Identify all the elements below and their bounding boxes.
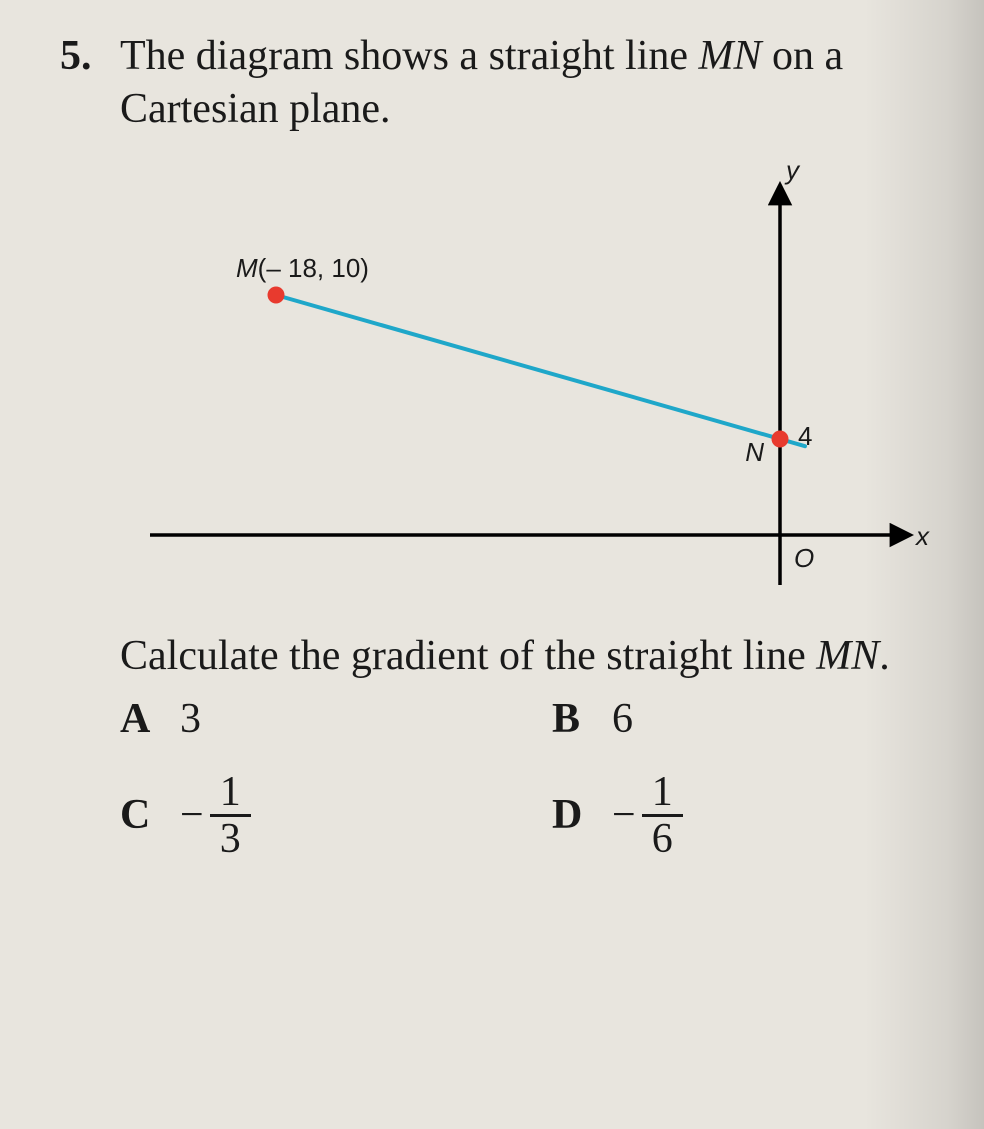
svg-text:O: O [794, 543, 814, 573]
question-prompt: Calculate the gradient of the straight l… [120, 630, 944, 683]
option-letter: A [120, 695, 180, 743]
option-b[interactable]: B 6 [552, 695, 944, 743]
svg-text:N: N [745, 437, 764, 467]
fraction-denominator: 3 [210, 817, 251, 860]
svg-text:4: 4 [798, 421, 812, 451]
svg-text:x: x [914, 521, 930, 551]
question-stem: The diagram shows a straight line MN on … [120, 30, 944, 135]
option-letter: D [552, 791, 612, 839]
option-c[interactable]: C − 1 3 [120, 771, 512, 860]
option-value: − 1 3 [180, 771, 251, 860]
option-a[interactable]: A 3 [120, 695, 512, 743]
svg-text:y: y [784, 155, 801, 185]
negative-sign: − [180, 791, 204, 839]
negative-sign: − [612, 791, 636, 839]
option-value: − 1 6 [612, 771, 683, 860]
option-value: 6 [612, 695, 633, 743]
option-letter: B [552, 695, 612, 743]
option-value: 3 [180, 695, 201, 743]
option-letter: C [120, 791, 180, 839]
cartesian-diagram: x y O M(– 18, 10) N 4 [120, 155, 940, 615]
diagram-container: x y O M(– 18, 10) N 4 [120, 155, 944, 620]
question-number: 5. [60, 30, 120, 83]
option-d[interactable]: D − 1 6 [552, 771, 944, 860]
fraction: 1 3 [210, 771, 251, 860]
svg-text:M(– 18, 10): M(– 18, 10) [236, 253, 369, 283]
fraction: 1 6 [642, 771, 683, 860]
fraction-numerator: 1 [642, 771, 683, 817]
fraction-numerator: 1 [210, 771, 251, 817]
options-grid: A 3 B 6 C − 1 3 D − 1 6 [120, 695, 944, 860]
fraction-denominator: 6 [642, 817, 683, 860]
